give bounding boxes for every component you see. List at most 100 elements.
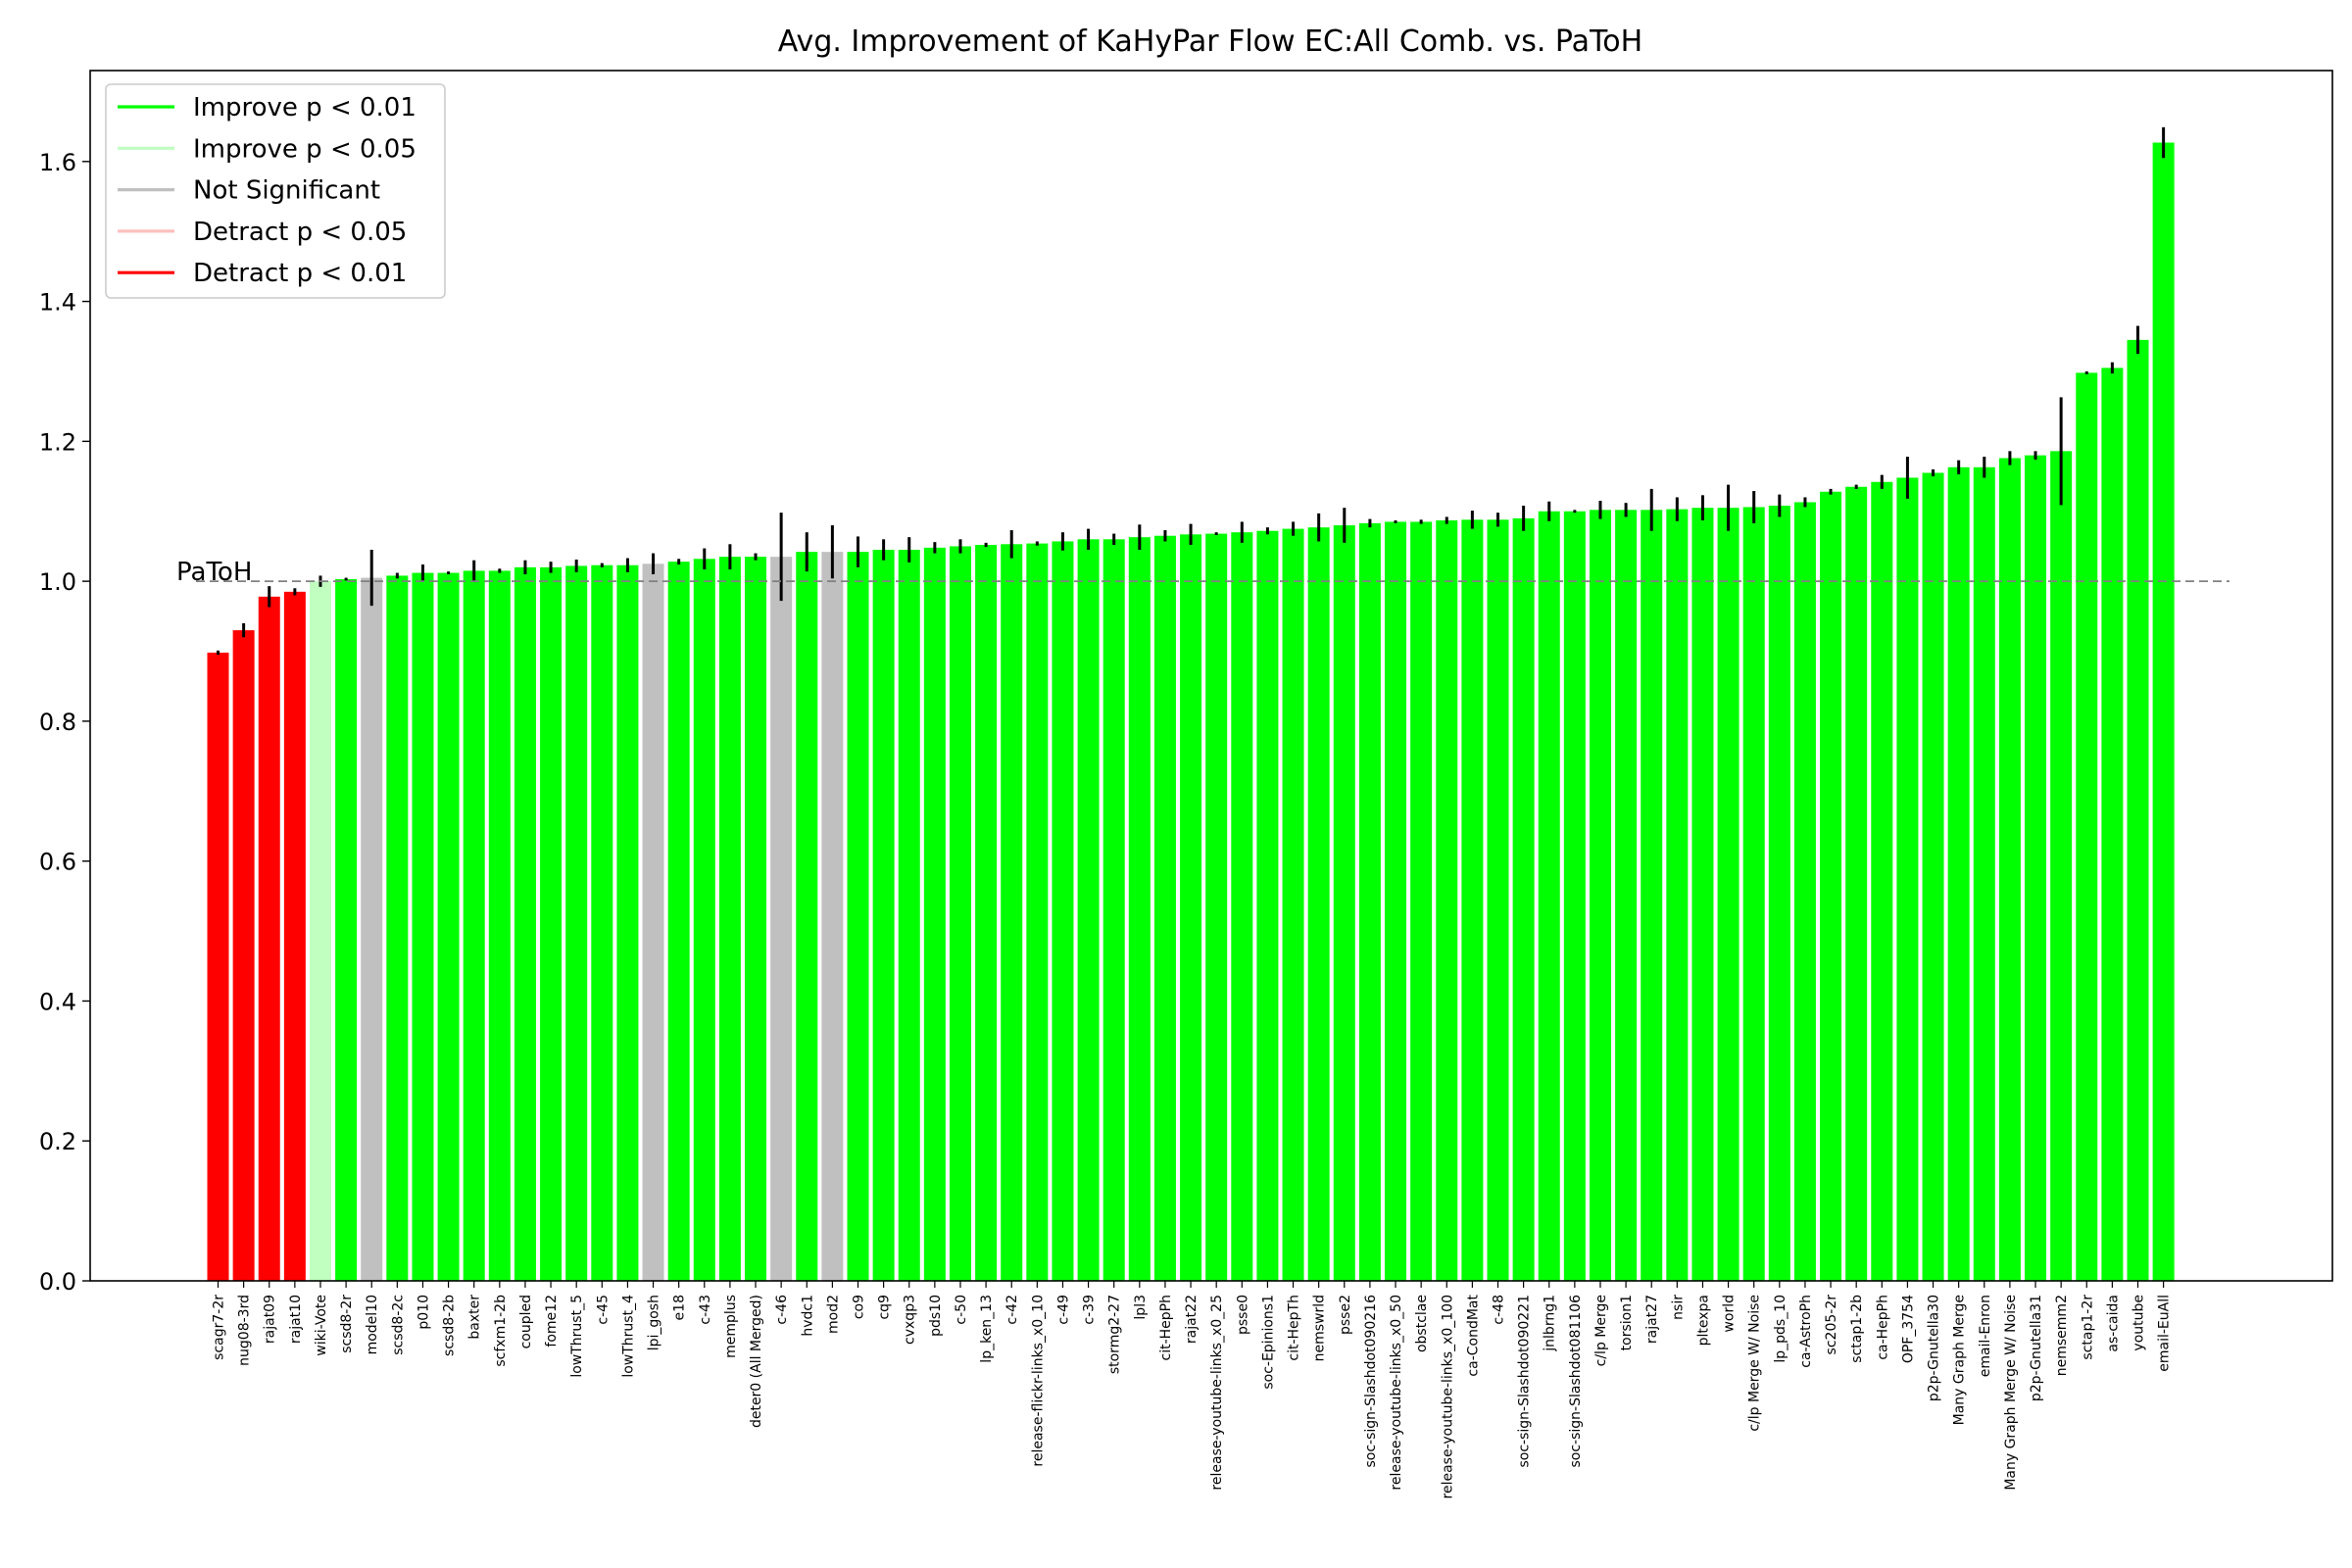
x-tick-label: release-youtube-links_x0_100 bbox=[1440, 1295, 1455, 1498]
bar bbox=[1128, 537, 1151, 1281]
x-tick-label: sc205-2r bbox=[1824, 1295, 1839, 1355]
x-tick-label: p010 bbox=[416, 1295, 431, 1330]
bar bbox=[872, 550, 895, 1281]
bar bbox=[821, 552, 844, 1281]
x-tick-label: release-flickr-links_x0_10 bbox=[1030, 1295, 1046, 1467]
y-tick-label: 0.0 bbox=[39, 1268, 76, 1296]
bar bbox=[975, 545, 998, 1281]
x-tick-label: release-youtube-links_x0_50 bbox=[1389, 1295, 1404, 1491]
x-tick-label: nemswrld bbox=[1312, 1295, 1328, 1361]
bar bbox=[2152, 142, 2175, 1281]
bar bbox=[1615, 510, 1638, 1281]
x-tick-label: sctap1-2b bbox=[1849, 1295, 1865, 1363]
bar bbox=[591, 564, 613, 1281]
bar bbox=[1077, 539, 1100, 1281]
x-tick-label: torsion1 bbox=[1619, 1295, 1635, 1350]
x-tick-label: cq9 bbox=[877, 1295, 893, 1320]
y-tick-label: 0.4 bbox=[39, 988, 76, 1015]
x-tick-label: model10 bbox=[365, 1295, 380, 1354]
bar bbox=[1153, 535, 1176, 1281]
bar bbox=[1845, 486, 1868, 1281]
y-tick-label: 1.6 bbox=[39, 149, 76, 176]
x-tick-label: nemsemm2 bbox=[2054, 1295, 2070, 1376]
bar bbox=[1026, 543, 1049, 1281]
x-tick-label: nsir bbox=[1670, 1295, 1686, 1320]
bar bbox=[2076, 372, 2098, 1281]
x-tick-label: scsd8-2r bbox=[339, 1295, 355, 1353]
bar bbox=[1896, 477, 1919, 1281]
bar bbox=[1461, 519, 1484, 1281]
bar bbox=[1487, 519, 1509, 1281]
x-tick-label: coupled bbox=[518, 1295, 534, 1348]
bar bbox=[1282, 528, 1304, 1281]
bar bbox=[335, 578, 358, 1281]
bar bbox=[1563, 511, 1586, 1281]
x-tick-label: as-caida bbox=[2105, 1295, 2121, 1352]
x-tick-label: deter0 (All Merged) bbox=[749, 1295, 764, 1428]
bar bbox=[412, 572, 434, 1281]
x-tick-label: c-48 bbox=[1492, 1295, 1507, 1325]
x-tick-label: youtube bbox=[2132, 1295, 2147, 1351]
bar bbox=[616, 564, 639, 1281]
x-tick-label: ca-AstroPh bbox=[1798, 1295, 1814, 1368]
y-tick-label: 1.4 bbox=[39, 289, 76, 317]
bar bbox=[2127, 339, 2149, 1281]
bar bbox=[718, 557, 741, 1281]
bar bbox=[1231, 532, 1253, 1281]
bar bbox=[386, 575, 409, 1281]
x-tick-label: cit-HepTh bbox=[1287, 1295, 1302, 1361]
bar bbox=[1641, 510, 1663, 1281]
x-tick-label: wiki-Vote bbox=[314, 1295, 329, 1356]
x-tick-label: p2p-Gnutella31 bbox=[2029, 1295, 2044, 1401]
x-tick-label: lpl3 bbox=[1133, 1295, 1149, 1320]
x-tick-label: c/lp Merge W/ Noise bbox=[1747, 1295, 1763, 1432]
y-tick-label: 1.0 bbox=[39, 568, 76, 596]
bar bbox=[2050, 451, 2073, 1282]
x-tick-label: email-Enron bbox=[1978, 1295, 1993, 1377]
x-tick-label: hvdc1 bbox=[800, 1295, 815, 1337]
bar bbox=[309, 581, 331, 1281]
legend-box bbox=[105, 83, 446, 299]
bar bbox=[1512, 517, 1535, 1281]
bar bbox=[796, 552, 818, 1281]
x-tick-label: e18 bbox=[672, 1295, 688, 1320]
bar bbox=[488, 570, 511, 1281]
legend-label: Improve p < 0.05 bbox=[193, 134, 416, 164]
bar bbox=[1871, 481, 1893, 1282]
bar bbox=[1666, 509, 1689, 1281]
x-tick-label: ca-CondMat bbox=[1465, 1294, 1481, 1376]
bar bbox=[1742, 507, 1765, 1281]
x-tick-label: c-50 bbox=[954, 1295, 969, 1325]
y-tick-label: 1.2 bbox=[39, 428, 76, 456]
y-tick-label: 0.6 bbox=[39, 849, 76, 876]
x-tick-label: cit-HepPh bbox=[1158, 1295, 1174, 1360]
bar bbox=[642, 564, 664, 1281]
bar bbox=[1691, 508, 1714, 1281]
x-tick-label: soc-sign-Slashdot081106 bbox=[1568, 1295, 1584, 1468]
x-tick-label: sctap1-2r bbox=[2080, 1295, 2095, 1360]
x-tick-label: rajat27 bbox=[1644, 1295, 1660, 1344]
bar bbox=[667, 562, 690, 1281]
x-tick-label: c/lp Merge bbox=[1593, 1295, 1609, 1366]
bar bbox=[1333, 525, 1355, 1281]
bar bbox=[1793, 502, 1816, 1281]
x-tick-label: mod2 bbox=[825, 1295, 841, 1334]
x-tick-label: baxter bbox=[467, 1295, 483, 1340]
bar bbox=[1538, 511, 1560, 1281]
bar bbox=[1102, 539, 1125, 1281]
bar bbox=[1436, 520, 1458, 1281]
bar bbox=[232, 630, 255, 1281]
x-tick-label: rajat09 bbox=[263, 1295, 278, 1344]
x-tick-label: c-46 bbox=[774, 1295, 790, 1325]
x-tick-label: c-42 bbox=[1004, 1295, 1020, 1325]
x-tick-label: world bbox=[1722, 1295, 1738, 1333]
x-tick-label: lp_ken_13 bbox=[979, 1295, 995, 1363]
x-tick-label: jnlbrng1 bbox=[1543, 1295, 1558, 1352]
y-tick-label: 0.2 bbox=[39, 1128, 76, 1155]
bar bbox=[1256, 530, 1279, 1281]
bar bbox=[1768, 506, 1790, 1281]
x-tick-label: c-45 bbox=[595, 1295, 611, 1325]
plot-frame bbox=[89, 70, 2333, 1282]
x-tick-label: OPF_3754 bbox=[1900, 1295, 1916, 1363]
x-tick-label: soc-sign-Slashdot090221 bbox=[1517, 1295, 1533, 1468]
